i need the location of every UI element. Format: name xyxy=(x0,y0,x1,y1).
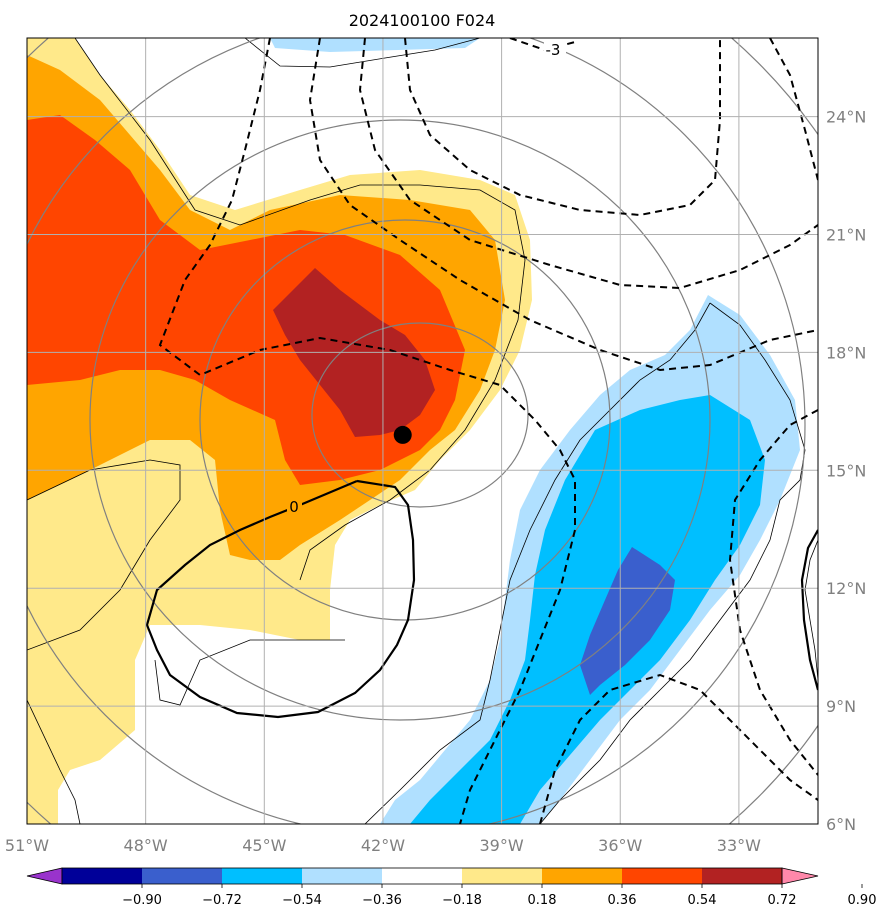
y-tick-label: 24°N xyxy=(826,108,866,127)
zero-contour xyxy=(145,479,416,719)
dashed-contour xyxy=(769,38,818,181)
y-tick-label: 15°N xyxy=(826,461,866,480)
thin-contour xyxy=(27,699,81,824)
colorbar-extend-low xyxy=(26,867,63,885)
colorbar-tick-label: −0.18 xyxy=(442,893,482,908)
x-tick-label: 42°W xyxy=(361,836,405,855)
chart-title: 2024100100 F024 xyxy=(349,11,496,30)
shade-neg-0.18-0.36 xyxy=(270,38,480,52)
colorbar-tick-label: 0.36 xyxy=(608,893,637,908)
gray-contour-ring xyxy=(89,119,711,721)
x-tick-label: 45°W xyxy=(242,836,286,855)
gray-contour-ring xyxy=(27,38,806,824)
map-frame xyxy=(26,37,819,825)
colorbar-tick-label: −0.90 xyxy=(122,893,162,908)
colorbar-segment xyxy=(382,868,463,884)
dashed-contour xyxy=(308,38,818,372)
dashed-contour xyxy=(404,38,721,217)
thin-contour xyxy=(27,459,181,651)
colorbar: −0.90 −0.72 −0.54 −0.36 −0.18 0.18 0.36 0.54 0.7… xyxy=(26,867,877,908)
contour-label-bg xyxy=(287,498,302,515)
colorbar-segment xyxy=(622,868,703,884)
dashed-contours xyxy=(158,38,818,824)
colorbar-tick-label: −0.72 xyxy=(202,893,242,908)
colorbar-frame xyxy=(61,867,783,885)
colorbar-tick-label: −0.36 xyxy=(362,893,402,908)
colorbar-tick-label: 0.72 xyxy=(768,893,797,908)
solid-contours xyxy=(145,479,818,719)
x-tick-label: 39°W xyxy=(480,836,524,855)
dashed-contour xyxy=(158,38,576,824)
colorbar-segment xyxy=(462,868,543,884)
colorbar-tick-label: −0.54 xyxy=(282,893,322,908)
y-tick-label: 9°N xyxy=(826,697,856,716)
colorbar-segment xyxy=(302,868,383,884)
colorbar-tick-label: 0.18 xyxy=(528,893,557,908)
x-tick-label: 33°W xyxy=(717,836,761,855)
zero-contour xyxy=(800,529,818,691)
y-axis: 24°N 21°N 18°N 15°N 12°N 9°N 6°N xyxy=(826,108,866,834)
thin-contour xyxy=(804,539,818,681)
dashed-contour xyxy=(539,673,818,824)
gray-contour-ring xyxy=(311,322,529,508)
thin-contour xyxy=(154,639,345,706)
y-tick-label: 6°N xyxy=(826,815,856,834)
x-tick-label: 51°W xyxy=(5,836,49,855)
gray-contour-ring xyxy=(199,219,611,621)
storm-center-marker xyxy=(393,425,412,444)
thin-contour xyxy=(539,302,806,824)
thin-contour xyxy=(364,302,711,824)
shade-neg-0.54-0.72 xyxy=(580,547,675,695)
thin-contour xyxy=(27,38,526,581)
colorbar-tick-label: 0.90 xyxy=(848,893,877,908)
colorbar-extend-high xyxy=(781,867,819,885)
colorbar-segment xyxy=(62,868,143,884)
contour-label-bg xyxy=(544,40,566,57)
y-tick-label: 12°N xyxy=(826,579,866,598)
colorbar-segment xyxy=(222,868,303,884)
gridlines xyxy=(27,38,818,824)
dashed-contour xyxy=(358,38,818,290)
thin-contours xyxy=(27,38,818,824)
x-tick-label: 48°W xyxy=(124,836,168,855)
shade-neg-0.36-0.54 xyxy=(410,395,765,824)
dashed-contour xyxy=(728,409,818,776)
x-axis: 51°W 48°W 45°W 42°W 39°W 36°W 33°W xyxy=(5,836,761,855)
colorbar-segment xyxy=(702,868,783,884)
y-tick-label: 21°N xyxy=(826,226,866,245)
x-tick-label: 36°W xyxy=(598,836,642,855)
y-tick-label: 18°N xyxy=(826,343,866,362)
colorbar-segment xyxy=(142,868,223,884)
thin-contour xyxy=(244,38,481,68)
contour-label-zero: 0 xyxy=(289,498,299,516)
colorbar-tick-label: 0.54 xyxy=(688,893,717,908)
colorbar-segment xyxy=(542,868,623,884)
contour-label-minus3: -3 xyxy=(546,41,561,59)
